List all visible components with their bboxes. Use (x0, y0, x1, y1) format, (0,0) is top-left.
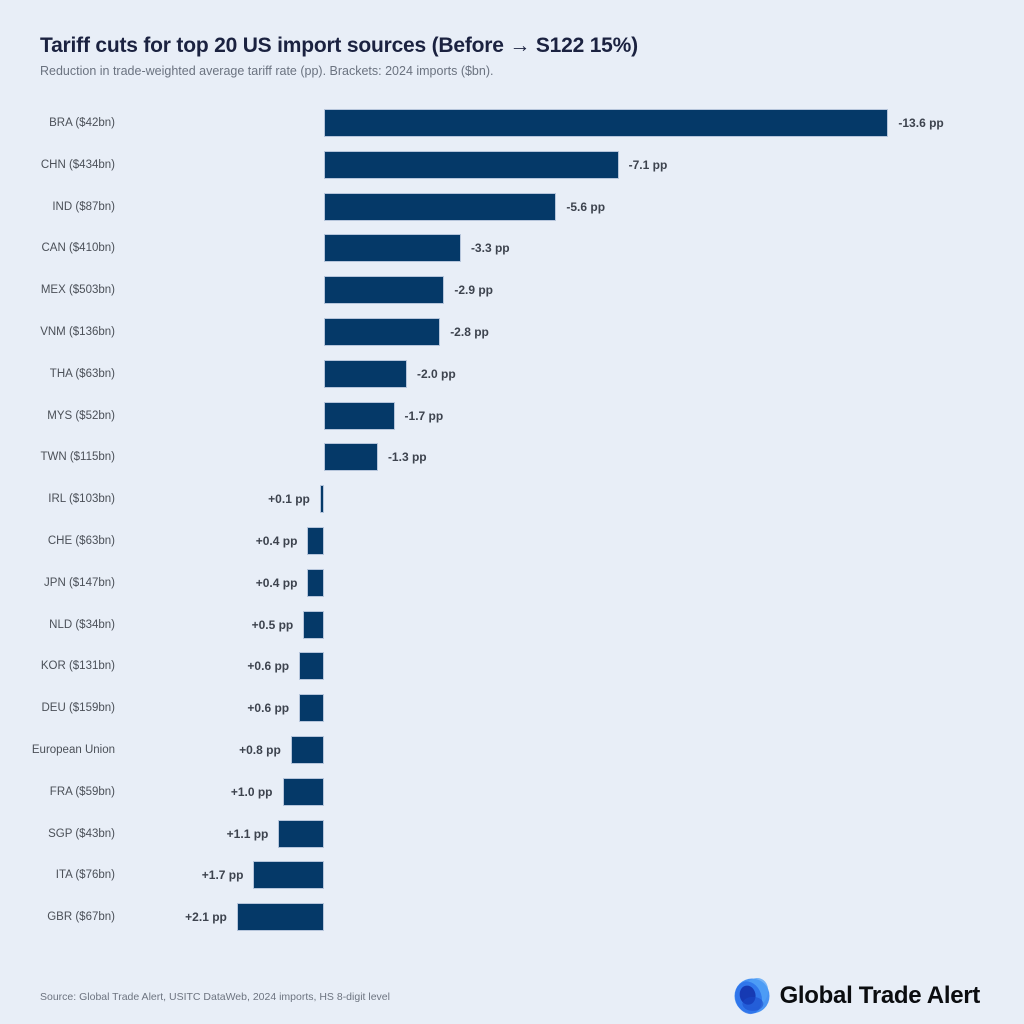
value-label: +0.1 pp (268, 492, 310, 507)
value-label: +1.1 pp (226, 826, 269, 841)
category-label: ITA ($76bn) (55, 869, 115, 882)
category-label: CHN ($434bn) (40, 158, 115, 171)
value-label: -7.1 pp (628, 157, 668, 172)
category-label: JPN ($147bn) (44, 576, 115, 589)
category-label: CHE ($63bn) (47, 535, 115, 547)
value-label: -2.9 pp (454, 283, 494, 298)
bar (319, 485, 324, 514)
value-label: -2.0 pp (417, 366, 456, 381)
category-label: TWN ($115bn) (40, 451, 115, 464)
bar (324, 192, 557, 221)
value-label: +0.6 pp (247, 659, 290, 674)
bar (290, 736, 324, 764)
page-subtitle: Reduction in trade-weighted average tari… (40, 64, 494, 78)
globe-logo-icon (734, 977, 770, 1015)
bar (324, 276, 445, 305)
bar (253, 861, 324, 890)
bar (307, 527, 324, 555)
bar (307, 568, 324, 597)
source-note: Source: Global Trade Alert, USITC DataWe… (40, 991, 390, 1003)
value-label: +1.0 pp (230, 784, 273, 799)
value-label: +1.7 pp (201, 868, 244, 883)
value-label: +0.8 pp (239, 743, 281, 757)
value-label: -5.6 pp (566, 199, 606, 214)
category-label: DEU ($159bn) (41, 702, 115, 715)
value-label: +0.5 pp (251, 617, 294, 632)
category-label: IRL ($103bn) (48, 493, 115, 506)
category-label: IND ($87bn) (52, 200, 115, 213)
bar (299, 652, 324, 681)
bar (324, 234, 461, 263)
bar (236, 903, 324, 932)
category-label: European Union (31, 744, 115, 756)
bar (324, 109, 889, 137)
brand-name: Global Trade Alert (779, 982, 981, 1009)
bar (324, 359, 407, 388)
category-label: BRA ($42bn) (49, 117, 115, 129)
category-label: KOR ($131bn) (40, 660, 115, 673)
value-label: -1.7 pp (404, 408, 444, 423)
bar (324, 318, 441, 346)
category-label: MYS ($52bn) (47, 409, 115, 422)
category-label: VNM ($136bn) (40, 326, 115, 338)
category-label: CAN ($410bn) (41, 242, 115, 255)
bar (324, 150, 619, 179)
value-label: +2.1 pp (185, 910, 227, 925)
bar (324, 443, 378, 472)
bar (303, 610, 324, 639)
category-label: THA ($63bn) (49, 367, 115, 380)
category-label: SGP ($43bn) (48, 827, 115, 840)
value-label: -2.8 pp (450, 325, 489, 339)
value-label: -13.6 pp (898, 116, 944, 130)
category-label: FRA ($59bn) (49, 785, 115, 798)
value-label: +0.4 pp (255, 575, 298, 590)
brand-lockup: Global Trade Alert (731, 974, 980, 1018)
bar (299, 694, 324, 723)
page-title: Tariff cuts for top 20 US import sources… (40, 34, 638, 57)
value-label: +0.4 pp (255, 534, 298, 548)
value-label: -1.3 pp (387, 450, 427, 465)
value-label: +0.6 pp (247, 701, 290, 716)
bar (282, 777, 324, 806)
bar (324, 401, 395, 430)
category-label: NLD ($34bn) (49, 618, 115, 631)
category-label: MEX ($503bn) (40, 284, 115, 297)
value-label: -3.3 pp (470, 241, 510, 256)
bar (278, 819, 324, 848)
category-label: GBR ($67bn) (47, 911, 115, 924)
